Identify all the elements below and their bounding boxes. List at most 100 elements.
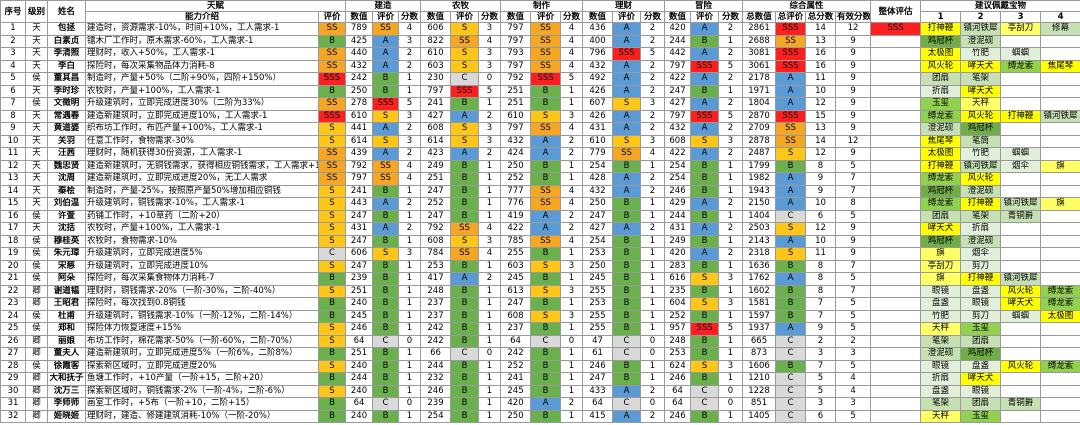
- total-score: 8: [805, 159, 837, 173]
- grade: SS: [775, 122, 807, 136]
- grade: B: [612, 372, 642, 386]
- sub-header-cell: 评价: [530, 11, 562, 23]
- grade: S: [612, 134, 642, 148]
- grade: B: [372, 72, 400, 86]
- skill-score: 1: [718, 172, 744, 186]
- grade: C: [317, 247, 347, 261]
- empty-cell: [870, 359, 922, 373]
- total-value: 665: [742, 334, 777, 348]
- skill-score: 3: [560, 109, 584, 123]
- grade: SSS: [372, 97, 400, 111]
- skill-score: 1: [478, 197, 502, 211]
- level: 卿: [25, 409, 48, 423]
- row-number: 28: [0, 359, 26, 373]
- sub-header-cell: 分数: [640, 11, 666, 23]
- empty-cell: [1040, 84, 1080, 98]
- hero-name: 黄道婆: [47, 122, 86, 136]
- grade: B: [612, 284, 642, 298]
- skill-value: 797: [420, 84, 452, 98]
- skill-value: 793: [500, 47, 532, 61]
- grade: B: [372, 297, 400, 311]
- skill-score: 0: [640, 397, 666, 411]
- hero-row: 20 侯宋慈 升级建筑时，立即完成进度10% S 247 B 1 253 B 1 603 S 3 250 B…: [0, 259, 1080, 273]
- skill-score: 1: [398, 234, 422, 248]
- grade: SSS: [612, 47, 642, 61]
- skill-value: 247: [420, 184, 452, 198]
- skill-value: 47: [582, 334, 614, 348]
- row-number: 6: [0, 84, 26, 98]
- row-number: 26: [0, 334, 26, 348]
- total-score: 3: [805, 347, 837, 361]
- skill-value: 232: [420, 372, 452, 386]
- skill-score: 0: [478, 347, 502, 361]
- skill-score: 1: [560, 159, 584, 173]
- talent-text: 升级建筑时，铜钱需求-10%（一阶-12%，二阶-14%）: [85, 309, 319, 323]
- skill-value: 251: [420, 172, 452, 186]
- skill-value: 251: [500, 84, 532, 98]
- hero-row: 31 卿李师师 画室工作时，+5布（一阶+10，二阶+15） B 64 C 0 239 B 1 42…: [0, 397, 1080, 411]
- item: 太极图: [1040, 309, 1080, 323]
- empty-cell: [1040, 209, 1080, 223]
- skill-score: 5: [718, 59, 744, 73]
- empty-cell: [870, 234, 922, 248]
- skill-value: 246: [664, 184, 692, 198]
- skill-score: 0: [478, 72, 502, 86]
- skill-score: 4: [560, 234, 584, 248]
- talent-text: 鱼塘工作时，+10产量（一阶+15，二阶+20）: [85, 372, 319, 386]
- skill-score: 1: [640, 209, 666, 223]
- skill-value: 428: [582, 172, 614, 186]
- row-number: 2: [0, 34, 26, 48]
- total-value: 2688: [742, 34, 777, 48]
- skill-value: 242: [420, 322, 452, 336]
- skill-score: 1: [560, 272, 584, 286]
- skill-value: 792: [500, 72, 532, 86]
- skill-value: 64: [345, 397, 374, 411]
- grade: A: [612, 72, 642, 86]
- grade: A: [690, 97, 720, 111]
- grade: A: [450, 272, 480, 286]
- effective-score: 5: [835, 297, 872, 311]
- grade: S: [690, 359, 720, 373]
- effective-score: 7: [835, 172, 872, 186]
- level: 侯: [25, 72, 48, 86]
- skill-value: 614: [420, 134, 452, 148]
- skill-value: 248: [664, 334, 692, 348]
- skill-score: 2: [560, 147, 584, 161]
- total-score: 14: [805, 134, 837, 148]
- skill-score: 0: [398, 397, 422, 411]
- skill-value: 246: [345, 322, 374, 336]
- skill-value: 240: [345, 297, 374, 311]
- item: 澄泥砚: [920, 347, 962, 361]
- skill-value: 255: [500, 247, 532, 261]
- skill-value: 492: [582, 72, 614, 86]
- hero-row: 9 天黄道婆 织布坊工作时，布匹产量+100%，工人需求-1 S 441 A 2 608 S 3 7…: [0, 122, 1080, 136]
- grade: S: [612, 97, 642, 111]
- grade: S: [317, 322, 347, 336]
- grade: SSS: [317, 109, 347, 123]
- grade: C: [450, 72, 480, 86]
- grade: B: [612, 159, 642, 173]
- skill-value: 957: [664, 322, 692, 336]
- item: 眼镜: [960, 384, 1002, 398]
- hero-row: 19 侯朱元璋 升级建筑时，立即完成进度5% C 606 S 3 784 SS 4 255 B 1 253…: [0, 247, 1080, 261]
- grade: B: [612, 197, 642, 211]
- total-value: 873: [742, 347, 777, 361]
- talent-text: 探险体力恢复速度+15%: [85, 322, 319, 336]
- empty-cell: [1040, 147, 1080, 161]
- header-cell: 制作: [500, 0, 584, 12]
- level: 侯: [25, 247, 48, 261]
- grade: S: [690, 297, 720, 311]
- total-score: 6: [805, 409, 837, 423]
- skill-score: 1: [398, 359, 422, 373]
- skill-score: 2: [718, 147, 744, 161]
- skill-score: 4: [478, 222, 502, 236]
- empty-cell: [870, 109, 922, 123]
- skill-value: 415: [582, 409, 614, 423]
- skill-value: 797: [664, 109, 692, 123]
- empty-cell: [1040, 259, 1080, 273]
- level: 天: [25, 134, 48, 148]
- talent-text: 农牧时，产量+100%，工人需求-1: [85, 222, 319, 236]
- sub-header-cell: 总评价: [775, 11, 807, 23]
- skill-score: 2: [640, 72, 666, 86]
- header-row: 能力介绍 评价 数值 评价 分数 数值 评价 分数 数值 评价 分数 数值 评价 分数 数值 评价 分数 总数值总…: [1, 11, 1080, 23]
